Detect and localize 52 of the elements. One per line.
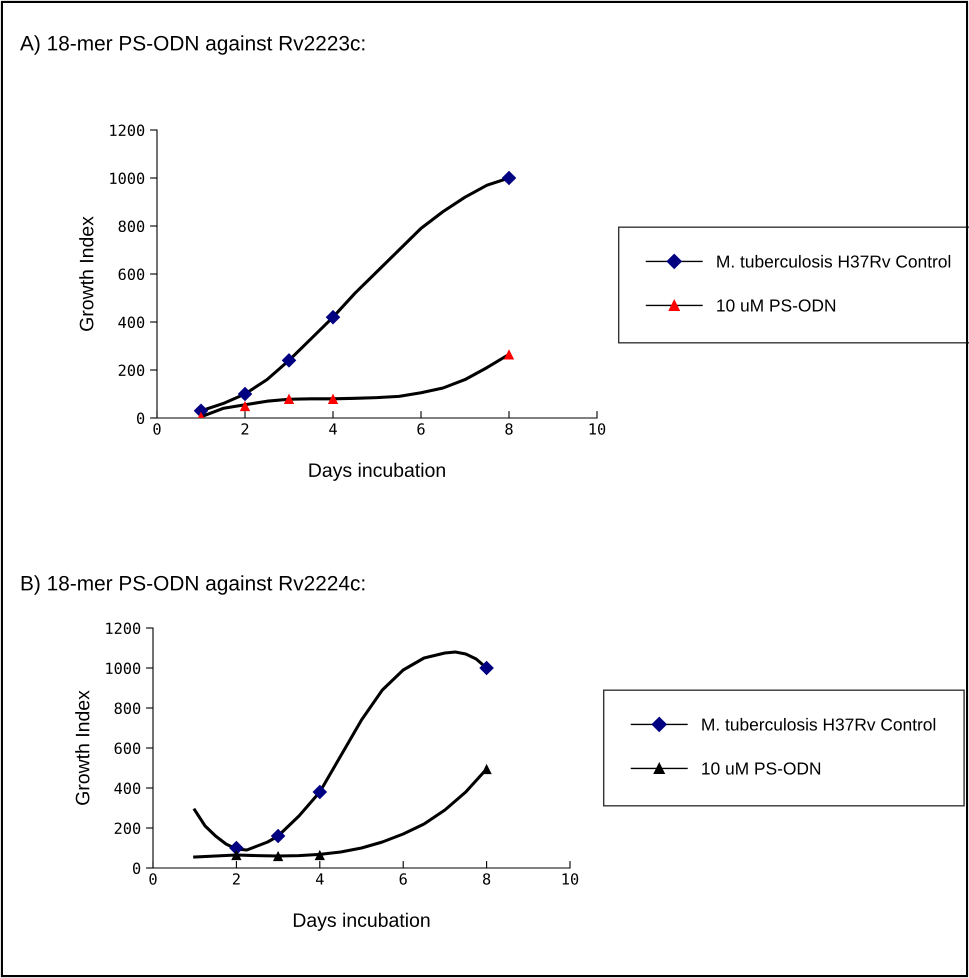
legend-label: 10 uM PS-ODN xyxy=(702,762,820,775)
x-tick-label: 2 xyxy=(232,873,240,885)
legend-label: 10 uM PS-ODN xyxy=(717,299,836,312)
y-axis-title: Growth Index xyxy=(75,690,90,805)
y-tick-label: 800 xyxy=(114,702,140,714)
point xyxy=(238,386,252,402)
x-tick-label: 4 xyxy=(329,423,337,435)
x-tick-label: 8 xyxy=(482,873,490,885)
y-tick-label: 200 xyxy=(114,822,140,834)
y-tick-label: 0 xyxy=(136,412,144,424)
point xyxy=(481,764,492,774)
x-tick-label: 8 xyxy=(505,423,513,435)
point xyxy=(272,850,284,862)
point xyxy=(502,170,516,186)
x-tick-label: 0 xyxy=(153,423,161,435)
point xyxy=(314,850,325,860)
point xyxy=(312,784,328,800)
x-tick-label: 10 xyxy=(590,423,606,435)
y-tick-label: 600 xyxy=(114,742,140,754)
point xyxy=(231,850,242,860)
x-tick-label: 4 xyxy=(316,873,324,885)
y-tick-label: 800 xyxy=(118,220,144,232)
y-tick-label: 400 xyxy=(114,782,140,794)
x-tick-label: 6 xyxy=(417,423,425,435)
x-tick-label: 10 xyxy=(562,873,578,885)
point xyxy=(270,828,286,844)
legend-label: M. tuberculosis H37Rv Control xyxy=(717,254,950,268)
y-tick-label: 400 xyxy=(118,316,144,328)
x-tick-label: 2 xyxy=(242,423,248,435)
x-tick-label: 6 xyxy=(400,873,407,885)
point xyxy=(282,353,296,368)
point xyxy=(229,840,244,856)
x-tick-label: 0 xyxy=(149,873,157,885)
point xyxy=(479,660,494,676)
y-tick-label: 1200 xyxy=(110,124,144,136)
x-axis-title: Days incubation xyxy=(294,912,430,931)
y-tick-label: 0 xyxy=(132,862,140,874)
chart-title: B) 18-mer PS-ODN against Rv2224c: xyxy=(22,575,364,595)
y-tick-label: 600 xyxy=(118,268,144,280)
point xyxy=(326,310,340,324)
y-tick-label: 1000 xyxy=(106,662,140,674)
point xyxy=(504,349,514,360)
chart-title: A) 18-mer PS-ODN against Rv2223c: xyxy=(20,35,364,55)
y-axis-title: Growth Index xyxy=(79,216,94,331)
point xyxy=(240,400,250,412)
legend-label: M. tuberculosis H37Rv Control xyxy=(702,718,936,731)
y-tick-label: 1200 xyxy=(106,622,140,634)
x-axis-title: Days incubation xyxy=(309,462,445,481)
point xyxy=(328,394,338,404)
y-tick-label: 200 xyxy=(118,364,144,376)
y-tick-label: 1000 xyxy=(110,172,144,184)
point xyxy=(284,394,294,404)
